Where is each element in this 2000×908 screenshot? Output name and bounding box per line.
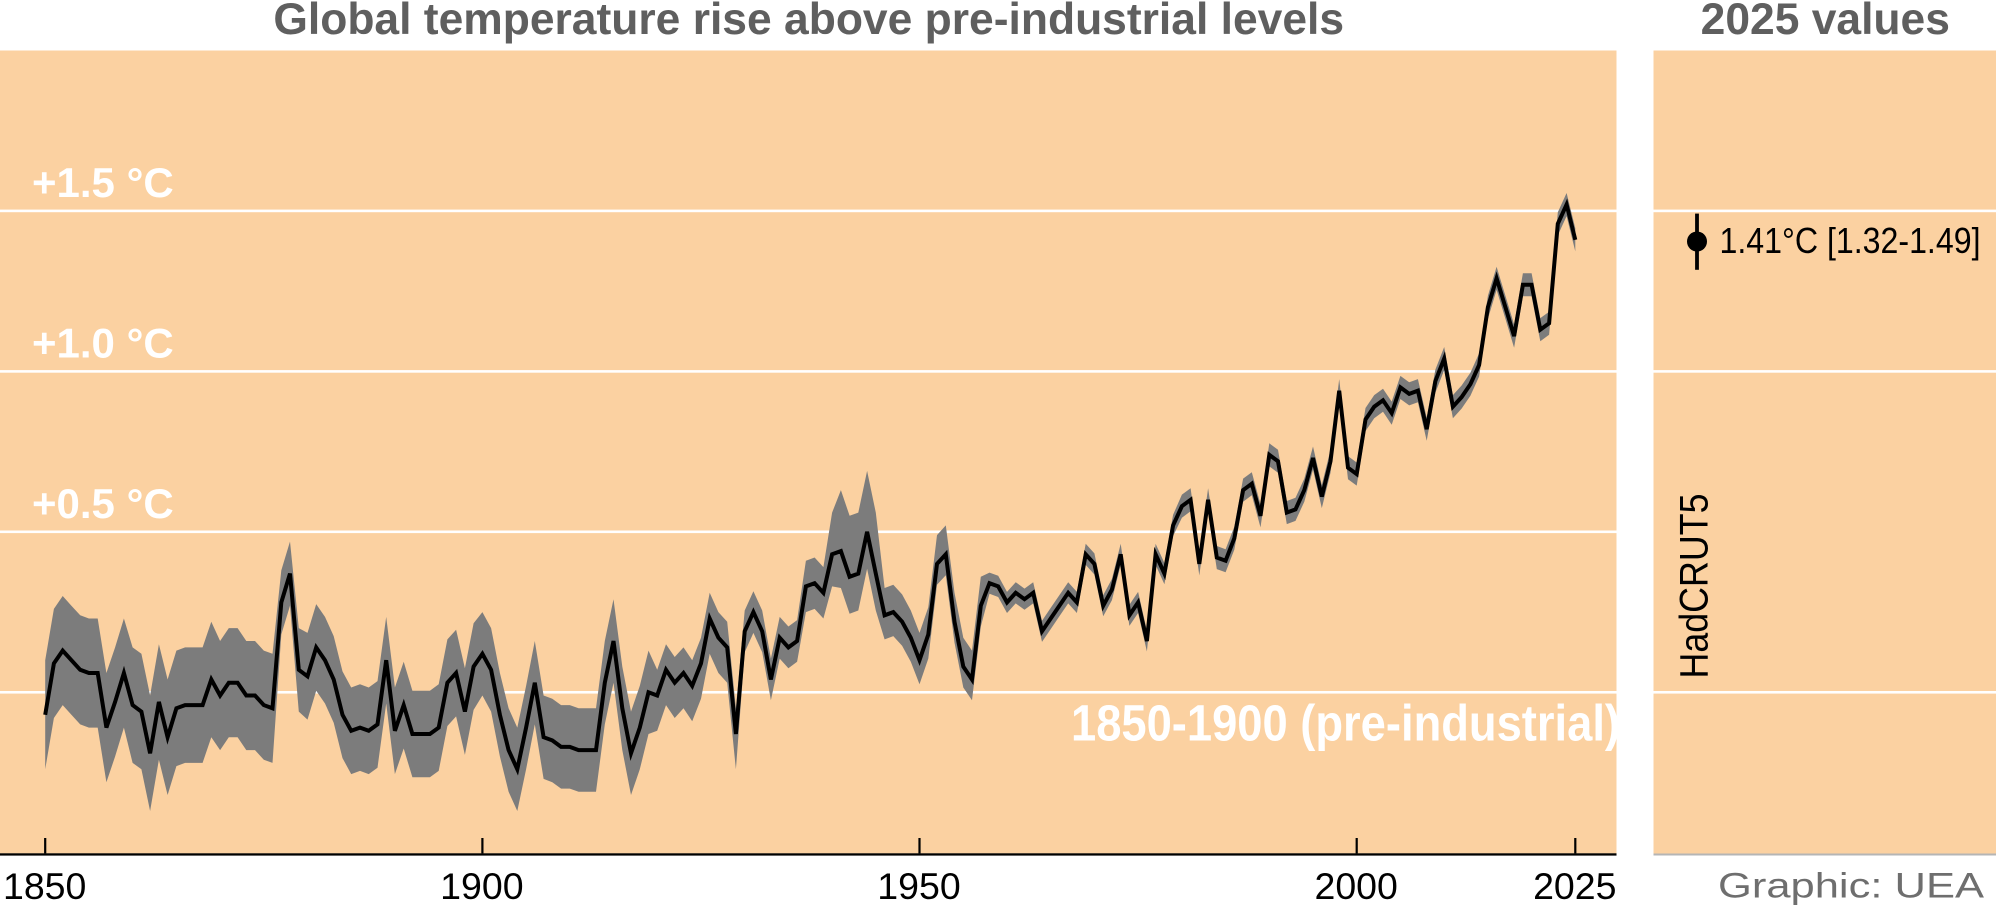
svg-text:1850: 1850 — [3, 865, 86, 907]
svg-text:1850-1900 (pre-industrial): 1850-1900 (pre-industrial) — [1071, 695, 1620, 752]
svg-text:2025 values: 2025 values — [1701, 0, 1950, 44]
svg-text:2000: 2000 — [1314, 865, 1397, 907]
svg-text:+0.5 °C: +0.5 °C — [32, 480, 174, 527]
svg-text:Graphic: UEA: Graphic: UEA — [1718, 866, 1984, 906]
svg-text:1950: 1950 — [877, 865, 960, 907]
svg-text:1.41°C [1.32-1.49]: 1.41°C [1.32-1.49] — [1720, 220, 1981, 261]
svg-text:1900: 1900 — [440, 865, 523, 907]
svg-text:Global temperature rise above: Global temperature rise above pre-indust… — [273, 0, 1344, 44]
svg-text:HadCRUT5: HadCRUT5 — [1673, 494, 1717, 679]
svg-text:2025: 2025 — [1533, 865, 1616, 907]
svg-text:+1.0 °C: +1.0 °C — [32, 320, 174, 367]
svg-text:+1.5 °C: +1.5 °C — [32, 159, 174, 206]
